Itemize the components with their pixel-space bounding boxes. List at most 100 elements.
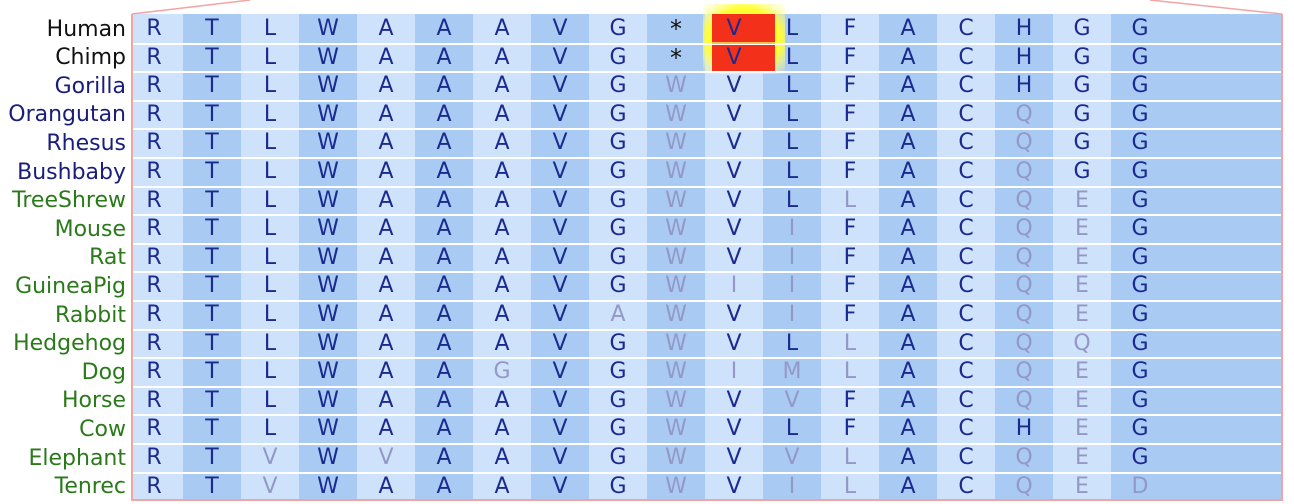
residue-cell: G	[609, 445, 627, 470]
species-label: Horse	[61, 388, 126, 414]
residue-cell: A	[436, 302, 452, 327]
residue-cell: W	[665, 359, 687, 385]
residue-cell: V	[552, 73, 568, 99]
residue-cell: F	[843, 416, 857, 442]
zoom-flare	[131, 0, 1283, 15]
residue-cell: C	[958, 73, 974, 99]
residue-cell: E	[1075, 302, 1089, 327]
species-label: Gorilla	[54, 73, 126, 99]
residue-cell: W	[317, 445, 339, 470]
species-label: Rabbit	[55, 302, 126, 328]
residue-cell: W	[317, 302, 339, 327]
species-label: Bushbaby	[17, 159, 126, 185]
residue-cell: L	[263, 244, 277, 270]
residue-cell: A	[378, 187, 394, 213]
residue-cell: A	[436, 44, 452, 70]
residue-cell: L	[843, 445, 857, 470]
residue-cell: F	[843, 130, 857, 156]
residue-cell: G	[1073, 130, 1091, 156]
residue-cell: A	[900, 445, 916, 470]
residue-cell: V	[726, 16, 742, 41]
residue-cell: G	[609, 359, 627, 385]
residue-cell: L	[263, 387, 277, 413]
residue-cell: A	[900, 159, 916, 184]
residue-cell: A	[436, 445, 452, 470]
residue-cell: G	[609, 101, 627, 127]
residue-cell: Q	[1015, 330, 1033, 356]
row-separator	[131, 242, 1281, 245]
residue-cell: G	[1131, 416, 1149, 442]
residue-cell: A	[378, 44, 394, 70]
residue-cell: Q	[1015, 187, 1033, 213]
residue-cell: L	[785, 73, 799, 99]
residue-cell: V	[552, 159, 568, 184]
residue-cell: F	[843, 73, 857, 99]
residue-cell: A	[378, 387, 394, 413]
residue-cell: L	[785, 159, 799, 184]
residue-cell: Q	[1015, 359, 1033, 385]
species-label: Tenrec	[54, 474, 126, 500]
residue-cell: W	[665, 330, 687, 356]
residue-cell: G	[609, 330, 627, 356]
residue-cell: C	[958, 101, 974, 127]
column-band	[183, 14, 241, 500]
residue-cell: A	[436, 216, 452, 242]
residue-cell: A	[378, 216, 394, 242]
residue-cell: V	[552, 244, 568, 270]
residue-cell: T	[205, 359, 219, 385]
residue-cell: A	[900, 473, 916, 499]
residue-cell: A	[610, 302, 626, 327]
residue-cell: C	[958, 302, 974, 327]
residue-cell: W	[665, 216, 687, 242]
residue-cell: W	[317, 273, 339, 299]
residue-cell: L	[263, 416, 277, 442]
species-label: Dog	[81, 359, 126, 385]
row-separator	[131, 414, 1281, 417]
residue-cell: V	[552, 387, 568, 413]
residue-cell: A	[900, 302, 916, 327]
row-separator	[131, 157, 1281, 159]
residue-cell: T	[205, 16, 219, 41]
zoom-flare-right	[1149, 0, 1283, 15]
residue-cell: A	[494, 216, 510, 242]
row-separator	[131, 185, 1281, 188]
residue-cell: A	[900, 273, 916, 299]
row-separator	[131, 357, 1281, 360]
residue-cell: A	[436, 387, 452, 413]
species-label: Hedgehog	[13, 331, 126, 357]
residue-cell: R	[146, 216, 162, 242]
residue-cell: E	[1075, 473, 1089, 499]
residue-cell: R	[146, 187, 162, 213]
residue-cell: W	[665, 73, 687, 99]
residue-cell: T	[205, 130, 219, 156]
residue-cell: A	[494, 330, 510, 356]
residue-cell: A	[436, 273, 452, 299]
residue-cell: G	[609, 387, 627, 413]
residue-cell: E	[1075, 187, 1089, 213]
residue-cell: W	[317, 130, 339, 156]
residue-cell: A	[900, 16, 916, 41]
residue-cell: Q	[1015, 101, 1033, 127]
residue-cell: A	[436, 416, 452, 442]
row-separator	[131, 443, 1281, 445]
column-band	[531, 14, 589, 500]
residue-cell: I	[788, 302, 796, 327]
residue-cell: A	[494, 244, 510, 270]
residue-cell: Q	[1015, 244, 1033, 270]
residue-cell: R	[146, 330, 162, 356]
residue-cell: V	[262, 445, 278, 470]
column-band	[1111, 14, 1281, 500]
residue-cell: A	[436, 187, 452, 213]
residue-cell: L	[263, 302, 277, 327]
residue-cell: G	[1131, 359, 1149, 385]
residue-cell: A	[900, 359, 916, 385]
row-separator	[131, 99, 1281, 102]
residue-cell: A	[436, 244, 452, 270]
column-band	[1053, 14, 1111, 500]
residue-cell: V	[784, 387, 800, 413]
residue-cell: V	[726, 416, 742, 442]
residue-cell: A	[494, 387, 510, 413]
residue-cell: G	[609, 44, 627, 70]
residue-cell: V	[552, 187, 568, 213]
residue-cell: L	[785, 416, 799, 442]
